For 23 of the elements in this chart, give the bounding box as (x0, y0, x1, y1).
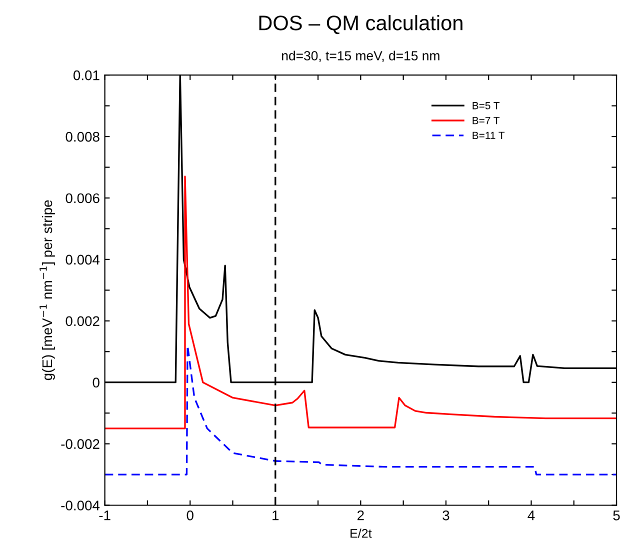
y-tick-label: -0.002 (61, 439, 100, 449)
y-tick-label: 0.004 (66, 254, 100, 265)
chart-title: DOS – QM calculation (259, 15, 462, 34)
y-tick-label: 0.008 (66, 132, 100, 142)
x-tick-label: 2 (358, 510, 364, 520)
x-tick-label: 5 (613, 510, 620, 520)
x-tick-label: -1 (99, 510, 110, 520)
y-tick-label: 0.002 (66, 316, 100, 326)
x-axis-title: E/2t (350, 528, 372, 538)
legend-label: B=11 T (472, 132, 505, 140)
y-tick-label: 0.006 (66, 193, 100, 204)
y-tick-label: 0 (92, 378, 100, 388)
legend-label: B=7 T (472, 116, 500, 124)
y-tick-label: 0.01 (73, 70, 100, 80)
line-series (104, 176, 617, 430)
chart-subtitle: nd=30, t=15 meV, d=15 nm (282, 50, 440, 62)
x-tick-label: 3 (442, 510, 450, 520)
y-axis-title: g(E) [meV$^{−1}$ nm$^{−1}$] per stripe (40, 200, 55, 380)
y-tick-label: -0.004 (61, 500, 100, 510)
x-tick-label: 0 (186, 510, 194, 520)
x-tick-label: 1 (272, 510, 279, 520)
legend-label: B=5 T (472, 102, 500, 110)
x-tick-label: 4 (528, 510, 535, 520)
